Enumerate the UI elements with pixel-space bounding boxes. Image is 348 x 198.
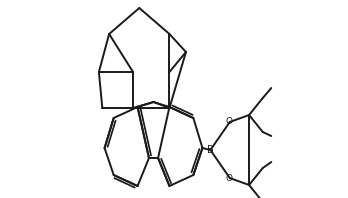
Text: B: B [207,145,214,155]
Text: O: O [225,174,232,184]
Text: O: O [225,116,232,126]
